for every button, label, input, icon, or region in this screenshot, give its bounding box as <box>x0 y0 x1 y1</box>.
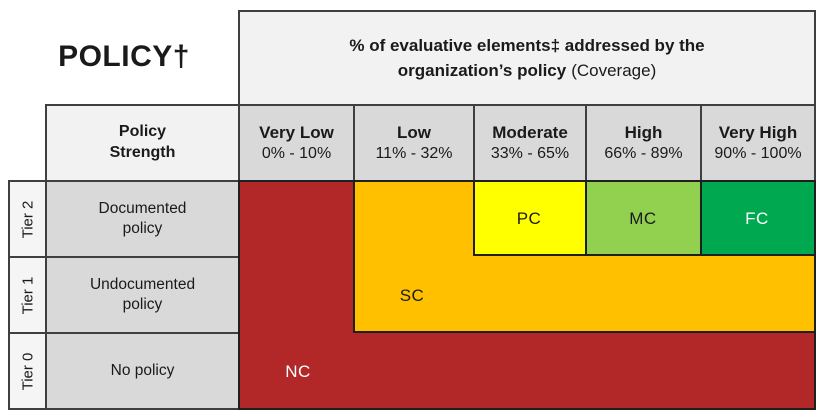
policy-strength-header: Policy Strength <box>45 104 238 180</box>
strength-cell: No policy <box>47 334 238 408</box>
region-pc <box>473 182 585 256</box>
column-range: 33% - 65% <box>490 144 570 162</box>
strength-label: Undocumented policy <box>89 275 196 313</box>
tier-rows: Tier 2 Documented policy Tier 1 Undocume… <box>8 180 238 410</box>
table-row-tier2: Tier 2 Documented policy <box>10 182 238 256</box>
region-label-mc: MC <box>629 209 657 228</box>
column-label: Very Low <box>259 122 334 142</box>
column-header-high: High 66% - 89% <box>585 106 700 180</box>
column-label: Very High <box>718 122 798 142</box>
column-label: Moderate <box>492 122 568 142</box>
column-header-low: Low 11% - 32% <box>353 106 473 180</box>
table-row-tier1: Tier 1 Undocumented policy <box>10 256 238 332</box>
strength-label: Documented policy <box>98 199 187 237</box>
region-label-sc: SC <box>399 286 425 305</box>
tier-label: Tier 0 <box>19 352 37 390</box>
tier-label-cell: Tier 0 <box>10 334 47 408</box>
page-title: POLICY† <box>58 40 190 73</box>
region-label-fc: FC <box>745 209 769 228</box>
column-range: 90% - 100% <box>714 144 802 162</box>
column-header-moderate: Moderate 33% - 65% <box>473 106 585 180</box>
policy-strength-header-label: Policy Strength <box>109 123 176 161</box>
column-label: High <box>624 122 663 142</box>
column-range: 11% - 32% <box>375 144 453 162</box>
coverage-header-line2-bold: organization’s policy <box>397 61 567 80</box>
coverage-header-line1: % of evaluative elements‡ addressed by t… <box>349 33 704 59</box>
column-header-very-low: Very Low 0% - 10% <box>240 106 353 180</box>
coverage-header: % of evaluative elements‡ addressed by t… <box>238 10 816 104</box>
tier-label: Tier 1 <box>19 276 37 314</box>
column-range: 0% - 10% <box>261 144 332 162</box>
column-label: Low <box>397 122 431 142</box>
column-header-very-high: Very High 90% - 100% <box>700 106 814 180</box>
coverage-header-line2: organization’s policy (Coverage) <box>398 58 657 84</box>
region-sc-lower-block <box>473 256 814 333</box>
coverage-header-line1-text: % of evaluative elements‡ addressed by t… <box>349 35 705 55</box>
tier-label: Tier 2 <box>19 200 37 238</box>
strength-cell: Documented policy <box>47 182 238 256</box>
strength-cell: Undocumented policy <box>47 258 238 332</box>
coverage-column-headers: Very Low 0% - 10% Low 11% - 32% Moderate… <box>238 104 816 180</box>
strength-label: No policy <box>110 361 175 379</box>
table-row-tier0: Tier 0 No policy <box>10 332 238 408</box>
region-label-pc: PC <box>516 209 542 228</box>
tier-label-cell: Tier 1 <box>10 258 47 332</box>
region-fc <box>700 182 814 256</box>
region-mc <box>585 182 700 256</box>
compliance-grid: PC MC FC SC NC <box>238 180 816 410</box>
coverage-header-line2-normal: (Coverage) <box>571 61 657 80</box>
column-range: 66% - 89% <box>604 144 683 162</box>
tier-label-cell: Tier 2 <box>10 182 47 256</box>
region-sc-upper-block <box>353 182 473 333</box>
region-label-nc: NC <box>285 362 311 381</box>
